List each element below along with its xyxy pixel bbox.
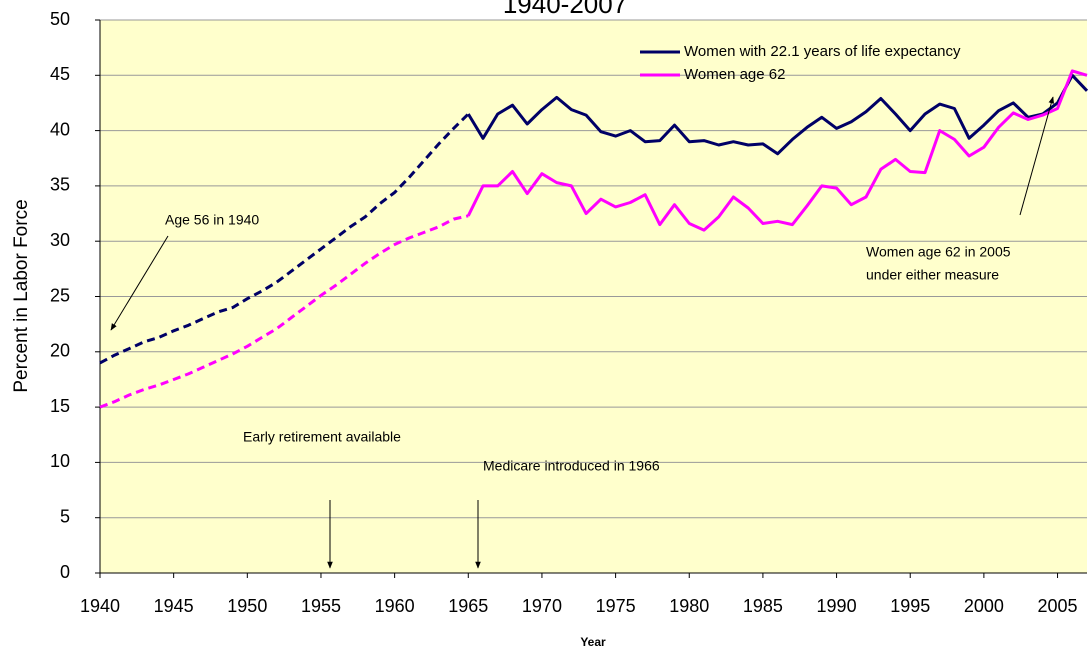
x-tick-label: 1970	[522, 596, 562, 616]
x-tick-label: 2000	[964, 596, 1004, 616]
x-tick-label: 1995	[890, 596, 930, 616]
x-tick-label: 1975	[596, 596, 636, 616]
x-tick-label: 1950	[227, 596, 267, 616]
y-tick-label: 25	[50, 285, 70, 305]
annotations: Age 56 in 1940 Early retirement availabl…	[110, 96, 1054, 569]
series-line	[466, 69, 1088, 232]
y-tick-label: 20	[50, 341, 70, 361]
annotation: Early retirement available	[243, 429, 401, 445]
x-tick-label: 1945	[154, 596, 194, 616]
y-axis-label: Percent in Labor Force	[11, 199, 32, 392]
annotation: Age 56 in 1940	[165, 212, 259, 228]
legend-label: Women with 22.1 years of life expectancy	[684, 43, 961, 60]
x-tick-label: 1965	[448, 596, 488, 616]
y-tick-label: 35	[50, 175, 70, 195]
x-tick-label: 1955	[301, 596, 341, 616]
x-tick-label: 1990	[817, 596, 857, 616]
annotation: Medicare introduced in 1966	[483, 458, 660, 474]
y-tick-label: 10	[50, 451, 70, 471]
y-tick-label: 0	[60, 562, 70, 582]
y-tick-label: 45	[50, 64, 70, 84]
annotation: Women age 62 in 2005	[866, 244, 1011, 260]
x-axis-label: Year	[580, 635, 606, 649]
y-tick-label: 30	[50, 230, 70, 250]
x-tick-label: 1960	[375, 596, 415, 616]
x-tick-label: 2005	[1038, 596, 1078, 616]
legend-label: Women age 62	[684, 66, 785, 83]
x-tick-label: 1985	[743, 596, 783, 616]
y-tick-label: 5	[60, 506, 70, 526]
annotation: under either measure	[866, 267, 999, 283]
y-tick-label: 50	[50, 9, 70, 29]
chart-title: 1940-2007	[503, 0, 627, 19]
series-line	[99, 112, 470, 365]
annotation-arrow	[1019, 96, 1054, 216]
x-tick-label: 1980	[669, 596, 709, 616]
y-tick-label: 40	[50, 119, 70, 139]
series-line	[99, 214, 469, 409]
series-line	[467, 73, 1089, 156]
annotation-arrow	[110, 235, 169, 331]
y-tick-label: 15	[50, 396, 70, 416]
x-tick-label: 1940	[80, 596, 120, 616]
